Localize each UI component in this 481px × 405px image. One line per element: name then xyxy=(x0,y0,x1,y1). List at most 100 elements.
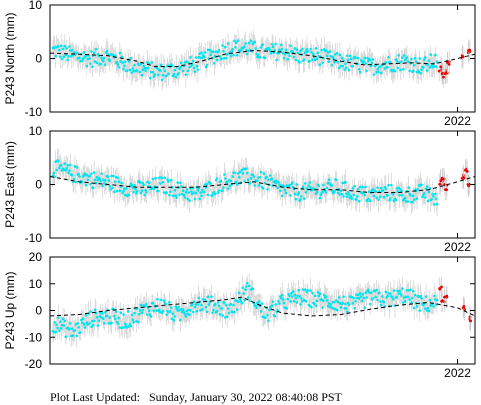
data-point xyxy=(367,288,370,292)
data-point xyxy=(423,307,427,310)
data-point xyxy=(379,300,382,303)
data-point xyxy=(205,63,209,67)
data-point xyxy=(315,299,319,303)
data-point xyxy=(131,67,134,70)
data-point xyxy=(317,294,321,298)
data-point xyxy=(235,308,239,311)
data-point xyxy=(193,305,197,309)
data-point xyxy=(160,78,164,82)
data-point xyxy=(79,331,82,334)
data-point xyxy=(412,194,415,198)
data-point xyxy=(340,56,344,60)
data-point xyxy=(246,171,249,175)
data-point xyxy=(346,190,350,194)
data-point xyxy=(279,48,282,52)
data-point xyxy=(379,71,383,75)
data-point xyxy=(423,191,426,195)
data-point xyxy=(183,196,187,199)
data-point xyxy=(83,326,87,329)
data-point xyxy=(182,311,186,314)
data-point xyxy=(173,188,177,192)
data-point xyxy=(324,49,328,52)
data-point xyxy=(215,58,219,62)
data-point xyxy=(171,312,175,316)
data-point xyxy=(199,56,202,60)
x-tick-label: 2022 xyxy=(444,114,471,128)
data-point xyxy=(215,177,219,180)
data-point xyxy=(217,49,221,52)
data-point xyxy=(331,300,334,304)
data-point xyxy=(100,172,103,175)
data-point xyxy=(270,304,274,307)
recent-point xyxy=(443,295,446,299)
data-point xyxy=(292,55,296,59)
recent-point xyxy=(467,49,470,52)
data-point xyxy=(235,180,238,184)
data-point xyxy=(188,65,191,69)
data-point xyxy=(226,42,230,45)
data-point xyxy=(418,57,422,60)
data-point xyxy=(399,292,402,295)
data-point xyxy=(115,189,119,193)
data-point xyxy=(244,42,247,45)
data-point xyxy=(242,292,245,295)
data-point xyxy=(409,288,412,292)
data-point xyxy=(293,192,297,196)
data-point xyxy=(387,55,390,59)
data-point xyxy=(433,203,436,206)
data-point xyxy=(345,195,349,198)
recent-point xyxy=(444,188,447,192)
data-point xyxy=(66,164,69,167)
data-point xyxy=(64,53,68,57)
data-point xyxy=(68,45,71,48)
data-point xyxy=(140,311,144,315)
data-point xyxy=(196,68,200,71)
data-point xyxy=(216,191,220,195)
data-point xyxy=(333,300,336,304)
data-point xyxy=(371,58,375,61)
data-point xyxy=(389,292,392,295)
data-point xyxy=(252,175,256,178)
data-point xyxy=(238,170,242,174)
data-point xyxy=(217,189,221,192)
data-point xyxy=(375,196,378,200)
data-point xyxy=(131,318,134,322)
data-point xyxy=(297,289,300,292)
data-point xyxy=(277,180,280,184)
data-point xyxy=(103,63,107,66)
data-point xyxy=(386,66,389,69)
data-point xyxy=(202,55,206,59)
data-point xyxy=(294,296,298,300)
data-point xyxy=(174,305,178,308)
data-point xyxy=(298,61,301,64)
data-point xyxy=(315,190,319,194)
data-point xyxy=(57,159,60,163)
data-point xyxy=(202,190,206,194)
data-point xyxy=(126,310,130,313)
data-point xyxy=(309,47,312,51)
data-point xyxy=(337,66,341,70)
data-point xyxy=(317,184,321,188)
data-point xyxy=(379,186,383,190)
data-point xyxy=(280,194,284,198)
data-point xyxy=(310,50,313,54)
data-point xyxy=(91,186,95,190)
data-point xyxy=(246,296,250,299)
data-point xyxy=(191,303,194,306)
recent-point xyxy=(469,319,473,323)
data-point xyxy=(369,64,373,68)
recent-point xyxy=(460,176,464,180)
recent-point xyxy=(439,65,443,69)
error-bars xyxy=(52,148,438,217)
data-point xyxy=(173,68,177,72)
recent-points xyxy=(438,276,473,332)
data-point xyxy=(241,286,245,290)
data-point xyxy=(197,186,201,190)
data-point xyxy=(365,296,368,299)
y-tick-label: 0 xyxy=(35,178,42,192)
data-point xyxy=(335,308,339,312)
data-point xyxy=(345,54,349,58)
data-point xyxy=(108,185,112,188)
data-point xyxy=(426,307,430,310)
data-point xyxy=(102,56,106,60)
